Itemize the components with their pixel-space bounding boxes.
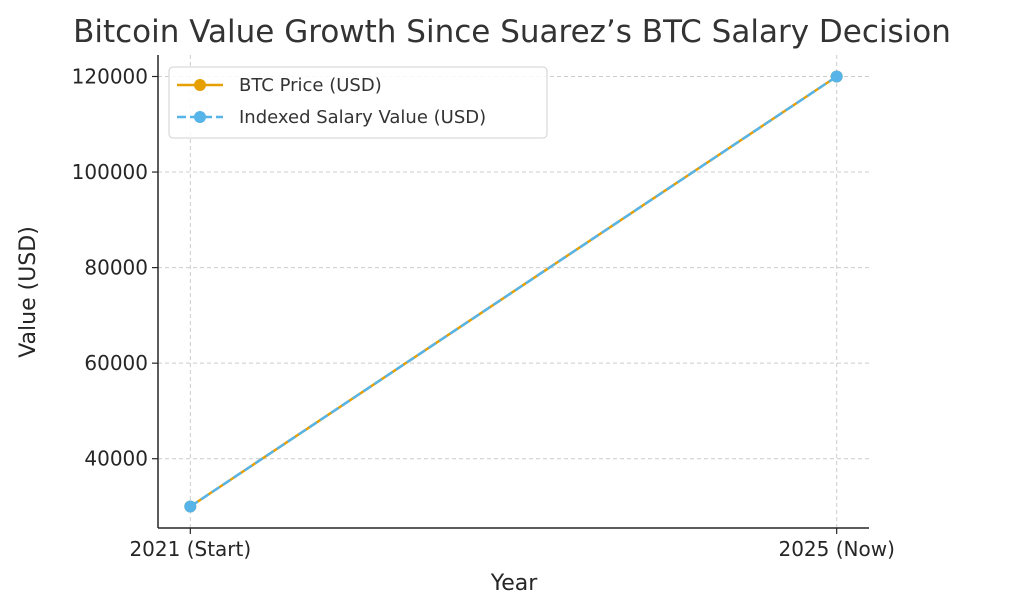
legend-marker-0 — [194, 79, 206, 91]
data-point — [184, 500, 197, 513]
legend-marker-1 — [194, 111, 206, 123]
x-tick-label: 2025 (Now) — [778, 537, 894, 561]
y-tick-label: 80000 — [84, 256, 148, 280]
axes: 40000 60000 80000 100000 120000 2021 (Start) 2… — [72, 55, 895, 561]
series-line-0 — [189, 75, 838, 508]
legend-label-1: Indexed Salary Value (USD) — [239, 107, 486, 128]
chart-title: Bitcoin Value Growth Since Suarez’s BTC … — [73, 14, 951, 50]
legend-label-0: BTC Price (USD) — [239, 75, 382, 96]
y-tick-label: 60000 — [84, 351, 148, 375]
y-tick-label: 120000 — [72, 65, 148, 89]
y-tick-label: 40000 — [84, 447, 148, 471]
legend-box — [168, 66, 548, 139]
y-tick-label: 100000 — [72, 160, 148, 184]
y-axis-label: Value (USD) — [16, 226, 41, 358]
legend: BTC Price (USD) Indexed Salary Value (USD… — [168, 66, 548, 139]
x-tick-label: 2021 (Start) — [129, 537, 251, 561]
x-axis-label: Year — [490, 571, 539, 596]
series-group — [184, 70, 843, 513]
data-point — [830, 70, 843, 83]
